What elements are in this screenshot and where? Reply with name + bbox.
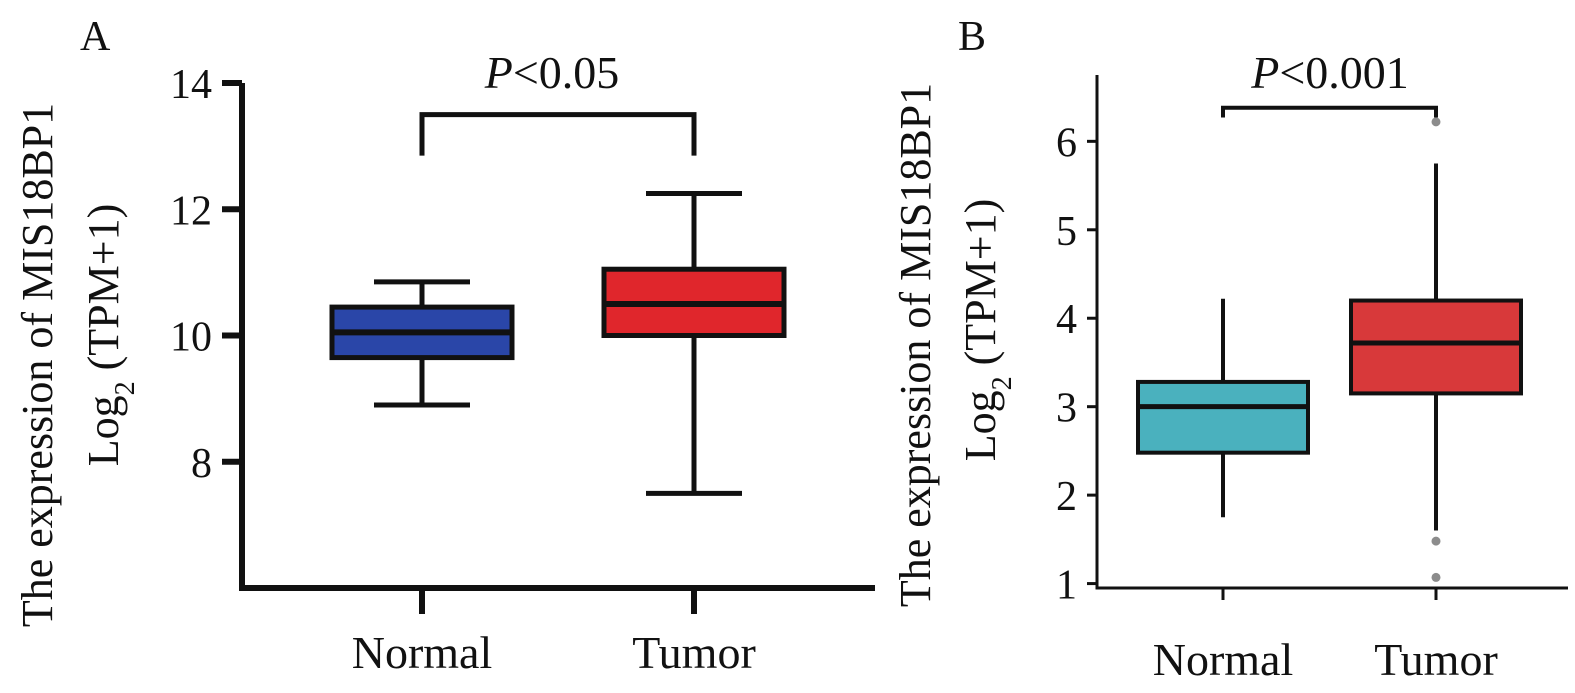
y-axis-title-line2: Log2 (TPM+1) [79,204,141,466]
significance-b: P<0.001 [1221,47,1438,118]
p-symbol: P [1250,47,1279,98]
y-tick-label: 1 [1056,563,1077,609]
p-value-label: P<0.001 [1250,47,1409,98]
outlier-point [1431,536,1441,546]
y-axis-title-line2: Log2 (TPM+1) [956,199,1018,461]
y-tick-label: 8 [191,441,212,487]
axes-a: 8 10 12 14 Normal Tumor [170,62,875,678]
y-tick-label: 5 [1056,209,1077,255]
x-category-label: Tumor [632,627,756,678]
box-tumor [1349,117,1523,582]
y-tick-label: 6 [1056,120,1077,166]
panel-letter-a: A [80,14,111,60]
box-body [1136,379,1310,455]
panel-a: A The expression of MIS18BP1 Log2 (TPM+1… [13,14,875,678]
outlier-point [1431,117,1441,127]
box-normal [1136,298,1310,518]
p-value-label: P<0.05 [484,47,620,98]
significance-bracket [1221,105,1438,118]
p-symbol: P [484,47,513,98]
y-tick-label: 4 [1056,297,1077,343]
p-threshold: <0.001 [1279,47,1408,98]
y-axis-title-line1: The expression of MIS18BP1 [891,83,940,607]
box-tumor [601,190,787,496]
outlier-point [1431,572,1441,582]
significance-a: P<0.05 [419,47,697,156]
y-tick-label: 10 [170,315,212,361]
y-tick-label: 2 [1056,474,1077,520]
y-axis-title-line1: The expression of MIS18BP1 [13,103,62,627]
significance-bracket [419,112,697,156]
boxes-b [1136,117,1523,582]
p-threshold: <0.05 [513,47,619,98]
box-normal [329,279,515,408]
panel-letter-b: B [958,14,986,60]
y-tick-label: 14 [170,62,212,108]
x-category-label: Normal [352,627,493,678]
y-tick-label: 12 [170,188,212,234]
axes-b: 1 2 3 4 5 6 Normal Tumor [1056,75,1568,685]
boxes-a [329,190,787,496]
panel-b: B The expression of MIS18BP1 Log2 (TPM+1… [891,14,1568,685]
box-body [1349,298,1523,396]
x-category-label: Tumor [1374,634,1498,685]
y-tick-label: 3 [1056,386,1077,432]
x-category-label: Normal [1153,634,1294,685]
